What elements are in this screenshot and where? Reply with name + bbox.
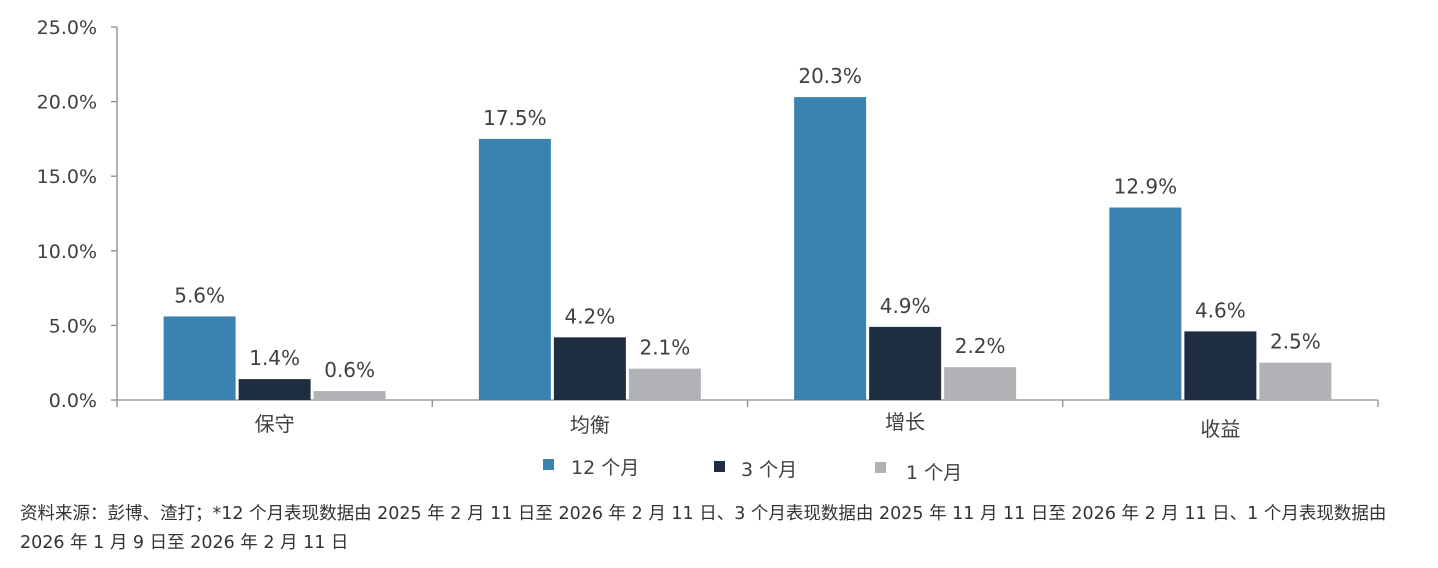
y-tick-label: 5.0%: [49, 315, 97, 337]
bar: [944, 367, 1017, 400]
x-category-label: 均衡: [570, 413, 610, 437]
data-label: 4.9%: [880, 294, 931, 318]
bar: [794, 97, 867, 401]
data-label: 0.6%: [324, 358, 375, 382]
data-label: 4.2%: [564, 304, 615, 328]
legend-label: 12 个月: [571, 457, 639, 479]
bar: [163, 316, 236, 400]
legend-swatch: [543, 459, 554, 470]
data-label: 20.3%: [798, 64, 862, 88]
source-note: 资料来源：彭博、渣打；*12 个月表现数据由 2025 年 2 月 11 日至 …: [20, 504, 1387, 553]
x-category-label: 收益: [1200, 417, 1240, 441]
data-label: 4.6%: [1195, 298, 1246, 322]
y-tick-label: 0.0%: [49, 390, 97, 412]
bar: [313, 391, 386, 400]
legend-label: 1 个月: [906, 462, 962, 484]
data-label: 2.1%: [639, 336, 690, 360]
y-tick-label: 20.0%: [37, 92, 97, 114]
y-tick-label: 15.0%: [37, 166, 97, 188]
bars: 5.6% 1.4% 0.6% 17.5% 4.2% 2.1% 20.3% 4.9% 2.2% 12…: [163, 64, 1332, 401]
bar: [1184, 331, 1257, 400]
y-tick-label: 10.0%: [37, 241, 97, 263]
x-axis: 保守 均衡 增长 收益: [116, 399, 1379, 441]
data-label: 5.6%: [174, 283, 225, 307]
x-category-label: 保守: [255, 412, 295, 436]
legend-swatch: [875, 462, 886, 473]
data-label: 2.5%: [1270, 330, 1321, 354]
bar: [1109, 207, 1182, 400]
legend-label: 3 个月: [741, 459, 797, 481]
data-label: 1.4%: [249, 346, 300, 370]
bar: [628, 368, 701, 400]
data-label: 2.2%: [955, 334, 1006, 358]
y-tick-label: 25.0%: [37, 17, 97, 39]
data-label: 17.5%: [483, 106, 547, 130]
bar: [1259, 362, 1332, 400]
x-category-label: 增长: [885, 410, 925, 434]
bar-chart: 0.0% 5.0% 10.0% 15.0% 20.0% 25.0% 保守 均衡 增长 收益 5.…: [37, 17, 1379, 484]
bar: [478, 138, 551, 400]
y-axis: 0.0% 5.0% 10.0% 15.0% 20.0% 25.0%: [37, 17, 118, 412]
bar: [238, 379, 311, 400]
data-label: 12.9%: [1114, 175, 1178, 199]
legend-swatch: [714, 461, 725, 472]
legend: 12 个月 3 个月 1 个月: [543, 457, 962, 484]
bar: [869, 326, 942, 400]
bar: [553, 337, 626, 400]
